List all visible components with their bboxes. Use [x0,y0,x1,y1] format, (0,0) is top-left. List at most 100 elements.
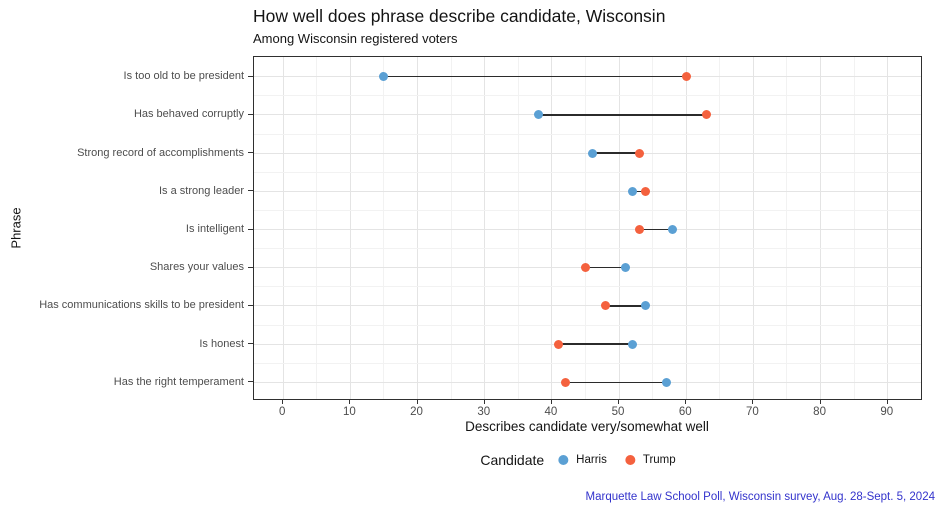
x-tick-label: 50 [611,406,625,418]
x-axis: 0 10 20 30 40 50 60 70 80 90 [253,400,922,422]
x-gridline-major [820,57,822,399]
y-gridline-minor [254,362,921,364]
y-tick-label: Has behaved corruptly [133,108,244,121]
x-gridline-major [417,57,419,399]
y-gridline-minor [254,133,921,135]
y-tick-label: Has the right temperament [113,375,244,388]
x-tick-label: 70 [746,406,759,418]
data-point-trump [634,225,644,234]
legend-entries: Harris Trump [558,454,693,466]
y-tick-mark [248,113,253,115]
y-tick-mark [248,304,253,306]
legend-entry-trump: Trump [624,454,676,466]
data-point-trump [701,110,711,120]
source-caption: Marquette Law School Poll, Wisconsin sur… [585,491,935,503]
x-gridline-major [349,57,351,399]
y-tick-label: Has communications skills to be presiden… [39,299,244,312]
x-axis-title: Describes candidate very/somewhat well [465,419,709,434]
connector-segment [383,75,687,78]
x-tick-label: 40 [544,406,558,418]
x-tick-mark [349,400,351,404]
data-point-harris [621,263,631,273]
x-tick-label: 30 [477,406,491,418]
data-point-harris [379,72,389,82]
data-point-trump [634,148,644,158]
y-tick-label: Is a strong leader [159,184,244,197]
data-point-harris [533,110,543,120]
x-gridline-major [282,57,284,399]
y-tick-mark [248,152,253,154]
x-tick-mark [618,400,620,404]
x-gridline-minor [652,57,654,399]
y-gridline-major [254,305,921,307]
x-gridline-minor [517,57,519,399]
data-point-harris [628,186,637,196]
y-tick-label: Shares your values [149,261,244,274]
x-tick-mark [282,400,284,404]
x-gridline-minor [719,57,721,399]
connector-segment [632,190,646,193]
x-tick-label: 60 [678,406,692,418]
data-point-trump [641,186,651,196]
data-point-trump [580,263,590,273]
data-point-harris [587,148,597,158]
y-tick-label: Strong record of accomplishments [77,146,244,159]
y-gridline-minor [254,171,921,173]
x-gridline-major [484,57,486,399]
y-gridline-minor [254,209,921,211]
legend-entry-harris: Harris [558,454,607,466]
data-point-harris [641,301,651,311]
x-gridline-major [618,57,620,399]
connector-segment [605,305,646,307]
plot-panel [253,56,922,400]
chart-title: How well does phrase describe candidate,… [253,6,666,26]
data-point-trump [560,377,570,387]
x-gridline-minor [316,57,318,399]
connector-segment [565,381,667,384]
connector-segment [592,152,640,154]
y-tick-mark [248,190,253,192]
x-tick-label: 20 [410,406,423,418]
connector-segment [558,343,633,345]
x-tick-label: 80 [813,406,826,418]
y-gridline-minor [254,248,921,250]
x-tick-label: 90 [880,406,894,418]
connector-segment [585,266,626,269]
legend-dot-harris [558,455,569,465]
x-gridline-major [685,57,687,399]
data-point-harris [668,225,678,234]
connector-segment [639,228,673,231]
data-point-harris [661,377,671,387]
x-tick-label: 0 [279,406,286,418]
y-tick-label: Is too old to be president [123,70,244,83]
x-tick-label: 10 [342,406,356,418]
y-gridline-minor [254,286,921,288]
legend-label: Trump [642,454,676,466]
y-tick-mark [248,343,253,345]
x-tick-mark [483,400,485,404]
x-tick-mark [886,400,888,404]
y-tick-mark [248,381,253,383]
x-gridline-minor [853,57,855,399]
x-gridline-major [551,57,553,399]
data-point-trump [554,339,564,349]
x-tick-mark [819,400,821,404]
x-gridline-major [887,57,889,399]
x-tick-mark [752,400,754,404]
y-tick-mark [248,266,253,268]
y-gridline-major [254,229,921,230]
y-tick-label: Is intelligent [185,223,244,235]
x-tick-mark [550,400,552,404]
x-gridline-minor [584,57,586,399]
y-tick-label: Is honest [199,337,244,350]
y-gridline-major [254,190,921,192]
y-tick-mark [248,228,253,230]
data-point-harris [628,339,637,349]
legend-dot-trump [624,455,635,465]
y-gridline-minor [254,95,921,97]
y-gridline-minor [254,324,921,326]
x-tick-mark [416,400,418,404]
y-axis: Is too old to be president Has behaved co… [0,56,253,400]
y-tick-mark [248,75,253,77]
